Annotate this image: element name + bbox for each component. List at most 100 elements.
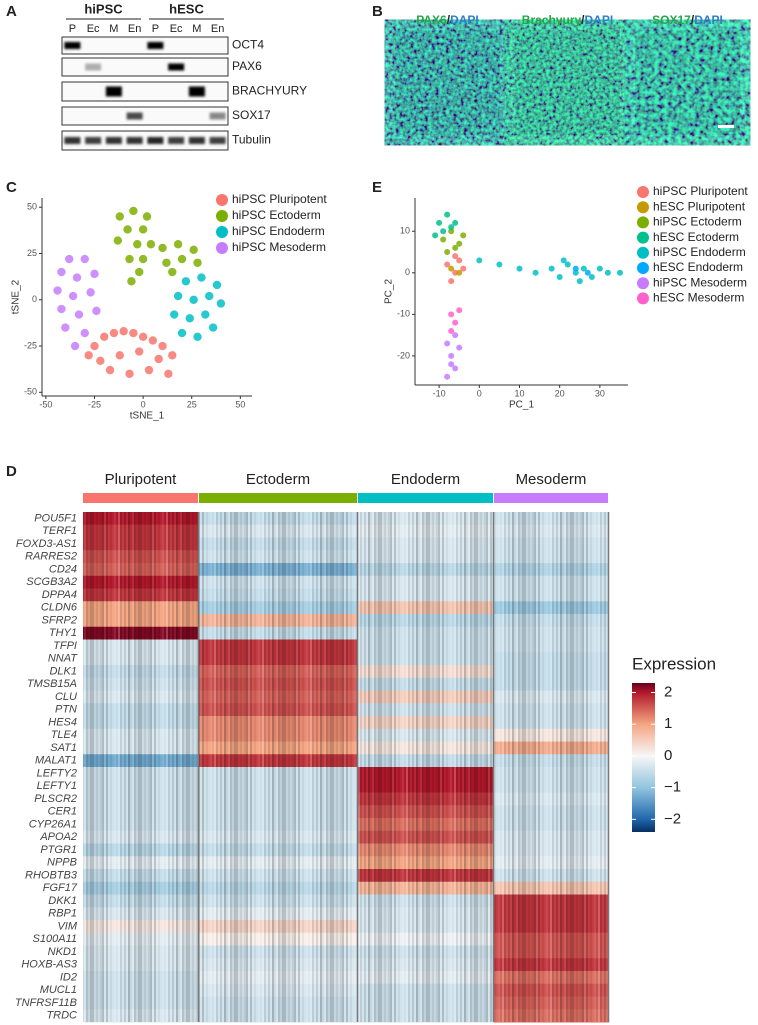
point [92, 306, 101, 316]
point [70, 341, 80, 351]
point [127, 277, 136, 286]
legend-marker [637, 186, 649, 198]
point [135, 267, 144, 277]
gene-label: HOXB-AS3 [21, 959, 78, 971]
gene-label: MUCL1 [40, 984, 77, 996]
colorbar-title: Expression [632, 654, 716, 673]
lane-label: En [128, 23, 141, 35]
gene-label: DKK1 [48, 895, 77, 907]
legend-marker [216, 226, 228, 238]
gene-label: S100A11 [33, 933, 77, 945]
x-axis-title: tSNE_1 [130, 411, 165, 422]
y-tick-label: -20 [397, 350, 410, 360]
blot-band [85, 137, 102, 144]
point [572, 265, 579, 272]
blot-box [61, 106, 229, 126]
blot-box [61, 81, 229, 102]
point [170, 310, 179, 319]
point [96, 356, 105, 366]
panel-label: C [6, 179, 17, 196]
lane-label: Ec [87, 23, 100, 35]
x-tick-label: 50 [235, 399, 245, 409]
point [456, 257, 463, 264]
blot-band [126, 112, 143, 120]
legend-label: hiPSC Pluripotent [653, 184, 748, 198]
point [65, 254, 74, 264]
panel-label: E [372, 179, 382, 196]
panel-label: A [6, 3, 17, 20]
point [129, 206, 138, 216]
point [61, 323, 70, 332]
point [162, 258, 171, 267]
column-group: Mesoderm [516, 471, 587, 488]
point [138, 225, 148, 234]
separator: / [581, 13, 585, 27]
colorbar-label: 1 [664, 715, 672, 732]
colorbar-label: −1 [664, 779, 681, 796]
blot-band [64, 42, 81, 49]
legend-marker [637, 292, 649, 305]
legend-marker [216, 210, 228, 222]
counterstain: DAPI [450, 13, 479, 27]
gene-label: CYP26A1 [29, 818, 77, 830]
blot-band [147, 42, 164, 49]
point [142, 212, 152, 221]
image-label: SOX17/DAPI [652, 13, 723, 27]
legend-label: hESC Pluripotent [653, 199, 746, 213]
point [119, 327, 128, 336]
group-bar [199, 493, 357, 503]
point [452, 244, 459, 251]
lane-label: P [69, 23, 76, 35]
x-tick-label: 10 [514, 388, 524, 398]
point [133, 240, 142, 249]
point [588, 273, 595, 280]
point [168, 267, 177, 277]
legend-marker [637, 262, 649, 274]
panel-label: D [6, 463, 17, 480]
point [448, 228, 455, 235]
micrograph [515, 30, 620, 135]
gene-label: LEFTY2 [37, 767, 77, 779]
point [604, 269, 611, 276]
point [115, 351, 124, 360]
micrograph [635, 30, 740, 135]
point [596, 265, 603, 272]
point [185, 314, 194, 323]
gene-label: NKD1 [48, 946, 77, 958]
colorbar-label: 2 [664, 683, 672, 700]
gene-label: TLE4 [51, 729, 77, 741]
marker-label: SOX17 [232, 108, 271, 122]
point [440, 236, 447, 243]
point [113, 236, 123, 245]
legend-label: hiPSC Endoderm [232, 224, 325, 238]
blot-band [188, 137, 205, 144]
stain-name: SOX17 [652, 13, 691, 27]
point [197, 273, 206, 282]
point [576, 278, 583, 285]
colorbar-label: 0 [664, 747, 672, 764]
gene-label: CLDN6 [41, 602, 78, 614]
point [212, 280, 222, 290]
point [193, 258, 202, 267]
point [444, 373, 451, 380]
x-tick-label: 30 [595, 388, 605, 398]
y-tick-label: 50 [27, 202, 37, 212]
y-tick-label: -50 [24, 387, 37, 397]
legend-marker [637, 246, 649, 259]
gene-label: CLU [55, 691, 77, 703]
gene-label: LEFTY1 [37, 780, 77, 792]
point [90, 341, 99, 351]
point [452, 319, 459, 326]
blot-box [61, 57, 229, 77]
marker-label: Tubulin [232, 133, 271, 147]
gene-label: TFPI [53, 640, 77, 652]
point [448, 265, 455, 272]
group-bar [494, 493, 608, 503]
point [452, 253, 459, 260]
point [80, 328, 89, 338]
point [456, 307, 463, 314]
point [86, 288, 95, 297]
panel-label: B [372, 3, 383, 20]
point [57, 267, 66, 277]
point [448, 327, 455, 334]
